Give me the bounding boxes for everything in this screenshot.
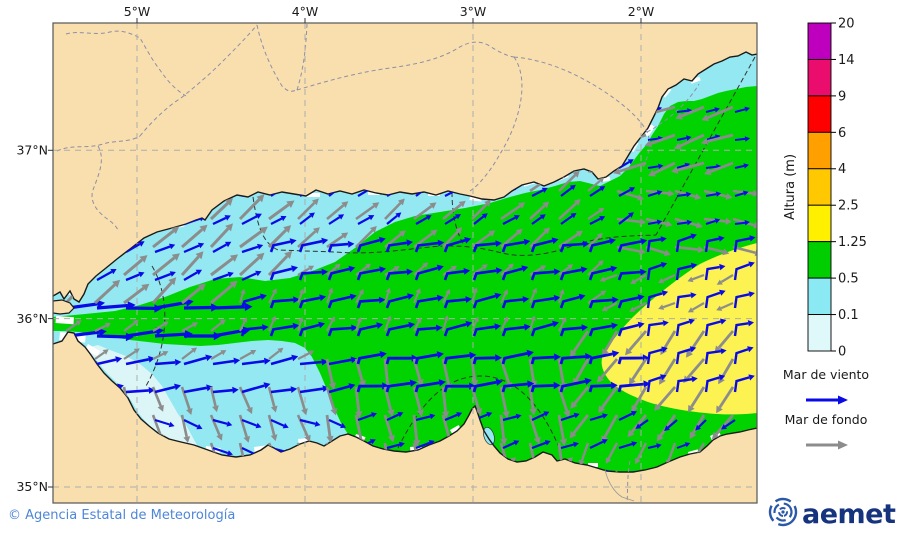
svg-text:9: 9 [838,89,846,104]
admin-boundaries [56,23,700,503]
svg-text:1.25: 1.25 [838,235,867,250]
svg-text:20: 20 [838,16,855,31]
coastline-south [53,331,757,473]
swell-arrow-icon [806,440,848,450]
aemet-logo-text: aemet [802,499,896,530]
country-border-line [604,469,635,502]
svg-text:14: 14 [838,53,855,68]
svg-text:6: 6 [838,126,846,141]
lon-label: 4°W [292,4,319,19]
colorbar-tick-marks [831,22,836,352]
headland [53,299,75,315]
copyright-text: © Agencia Estatal de Meteorología [8,508,235,523]
lat-label: 36°N [16,311,48,326]
lat-label: 37°N [16,143,48,158]
axis-labels: 5°W 4°W 3°W 2°W 37°N 36°N 35°N [16,4,654,494]
wind-sea-label: Mar de viento [783,367,869,382]
swell-label: Mar de fondo [785,412,868,427]
svg-text:4: 4 [838,162,846,177]
colorbar-cells [807,22,832,352]
lon-label: 5°W [124,4,151,19]
map-canvas [53,23,757,503]
colorbar-title: Altura (m) [783,154,798,220]
coastline-north [53,51,757,303]
axis-ticks [48,18,642,488]
svg-text:0.1: 0.1 [838,308,859,323]
aemet-logo: aemet [768,497,896,530]
sea-area-lowest [86,345,198,447]
arrow-legend: Mar de viento Mar de fondo [783,367,869,450]
colorbar: Altura (m) 20 14 9 6 4 2.5 1.25 [783,16,867,359]
coastal-lagoon [483,426,495,446]
lon-label: 2°W [628,4,655,19]
wind-sea-arrow-icon [806,395,848,405]
sea-area-high [601,243,757,415]
map-frame-border [52,22,758,504]
svg-text:2.5: 2.5 [838,199,859,214]
colorbar-tick-labels: 20 14 9 6 4 2.5 1.25 0.5 0.1 0 [838,16,867,359]
svg-text:0.5: 0.5 [838,272,859,287]
svg-text:0: 0 [838,345,846,360]
lat-label: 35°N [16,479,48,494]
lon-label: 3°W [460,4,487,19]
aemet-swirl-icon [768,497,798,527]
sea-area-mid [53,86,757,472]
